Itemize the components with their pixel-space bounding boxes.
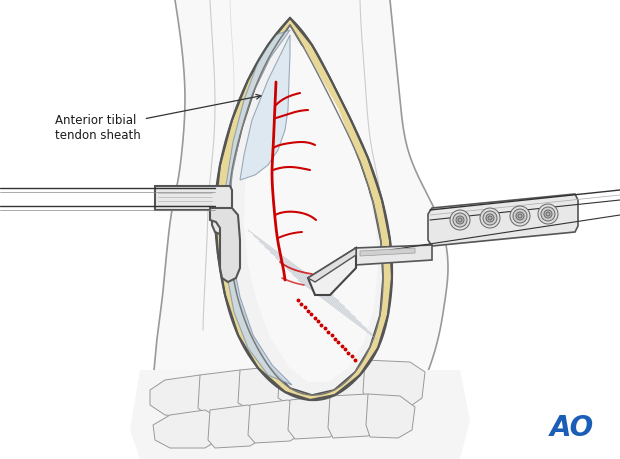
Polygon shape [366, 394, 415, 438]
Polygon shape [150, 375, 215, 418]
Polygon shape [288, 396, 345, 439]
Circle shape [453, 213, 467, 227]
Polygon shape [215, 18, 392, 400]
Polygon shape [244, 40, 378, 382]
Circle shape [538, 204, 558, 224]
Circle shape [541, 207, 555, 221]
Circle shape [483, 211, 497, 225]
Polygon shape [228, 25, 383, 395]
Polygon shape [318, 360, 385, 407]
Circle shape [544, 210, 552, 218]
Polygon shape [198, 370, 262, 418]
Polygon shape [428, 194, 578, 246]
Polygon shape [308, 248, 356, 282]
Polygon shape [210, 208, 240, 282]
Circle shape [510, 206, 530, 226]
Circle shape [486, 214, 494, 222]
Circle shape [518, 214, 522, 218]
Polygon shape [155, 186, 232, 235]
Polygon shape [360, 248, 415, 256]
Circle shape [450, 210, 470, 230]
Circle shape [516, 212, 524, 220]
Circle shape [480, 208, 500, 228]
Polygon shape [145, 0, 448, 459]
Circle shape [513, 209, 527, 223]
Text: Anterior tibial
tendon sheath: Anterior tibial tendon sheath [55, 95, 261, 142]
Circle shape [458, 218, 462, 222]
Polygon shape [208, 405, 265, 448]
Circle shape [456, 216, 464, 224]
Circle shape [546, 212, 550, 216]
Polygon shape [248, 400, 305, 443]
Polygon shape [224, 30, 292, 385]
Polygon shape [130, 370, 470, 459]
Polygon shape [240, 35, 290, 180]
Polygon shape [363, 360, 425, 408]
Polygon shape [238, 366, 302, 412]
Polygon shape [308, 248, 356, 295]
Polygon shape [278, 362, 342, 408]
Polygon shape [153, 410, 220, 448]
Polygon shape [350, 245, 432, 265]
Polygon shape [328, 394, 384, 438]
Text: AO: AO [550, 414, 594, 442]
Circle shape [488, 216, 492, 220]
